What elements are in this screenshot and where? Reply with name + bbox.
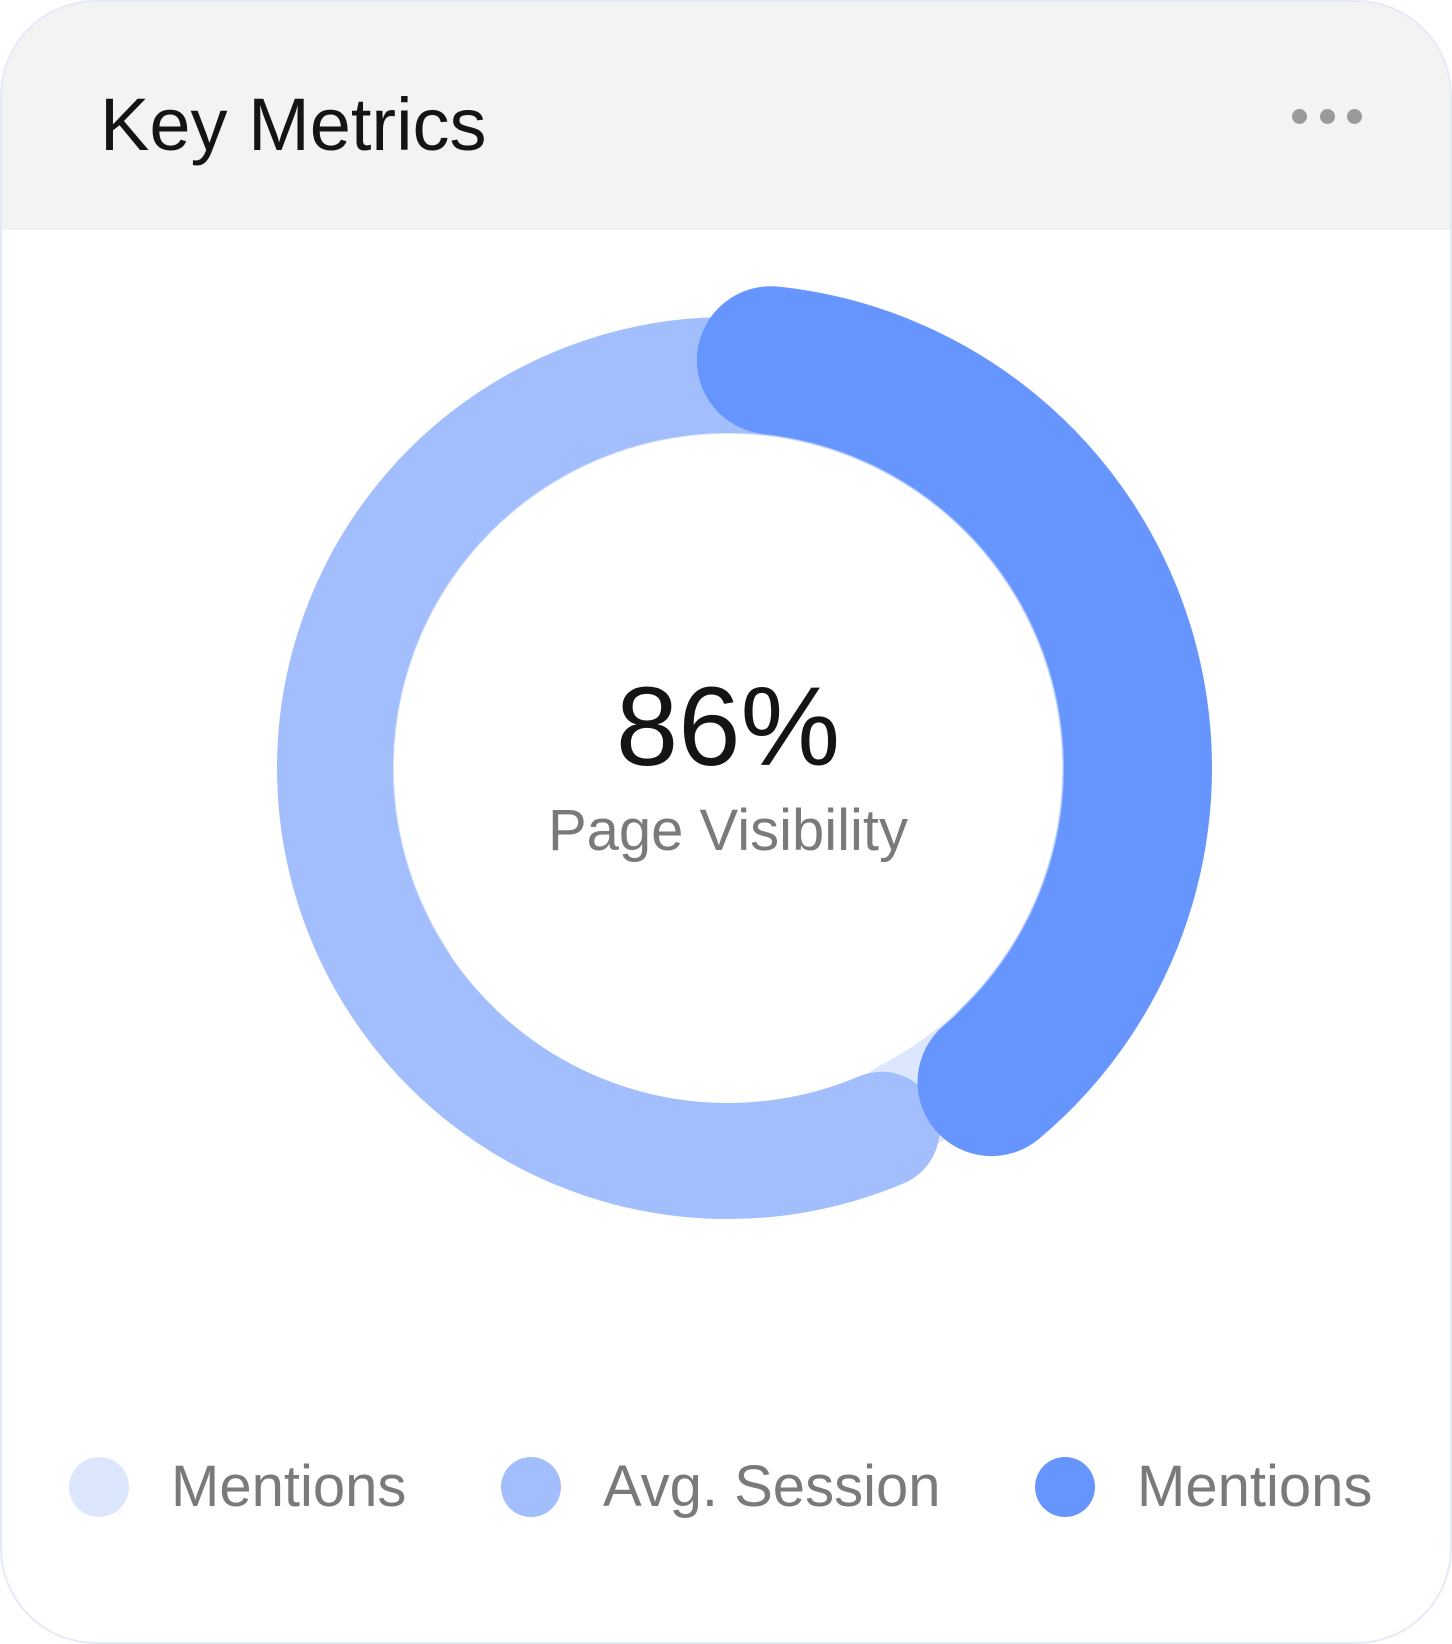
legend-label: Mentions bbox=[171, 1454, 407, 1519]
legend-swatch bbox=[1035, 1457, 1095, 1517]
card-title: Key Metrics bbox=[100, 83, 487, 166]
legend-label: Mentions bbox=[1137, 1454, 1373, 1519]
legend-swatch bbox=[501, 1457, 561, 1517]
legend-item-avg-session: Avg. Session bbox=[501, 1452, 940, 1522]
more-horizontal-icon-dot bbox=[1347, 108, 1362, 124]
legend-item-mentions-2: Mentions bbox=[1035, 1452, 1372, 1522]
legend-label: Avg. Session bbox=[603, 1454, 941, 1519]
card-header: Key Metrics bbox=[2, 2, 1450, 230]
legend-swatch bbox=[69, 1457, 129, 1517]
more-horizontal-icon bbox=[1292, 108, 1307, 124]
more-options-button[interactable] bbox=[1292, 98, 1362, 134]
donut-segment-mentions bbox=[696, 286, 1212, 1157]
more-horizontal-icon-dot bbox=[1319, 108, 1335, 124]
center-value: 86% bbox=[615, 664, 841, 789]
center-label: Page Visibility bbox=[547, 798, 908, 863]
legend-item-mentions: Mentions bbox=[69, 1452, 406, 1522]
donut-segments bbox=[277, 286, 1212, 1219]
